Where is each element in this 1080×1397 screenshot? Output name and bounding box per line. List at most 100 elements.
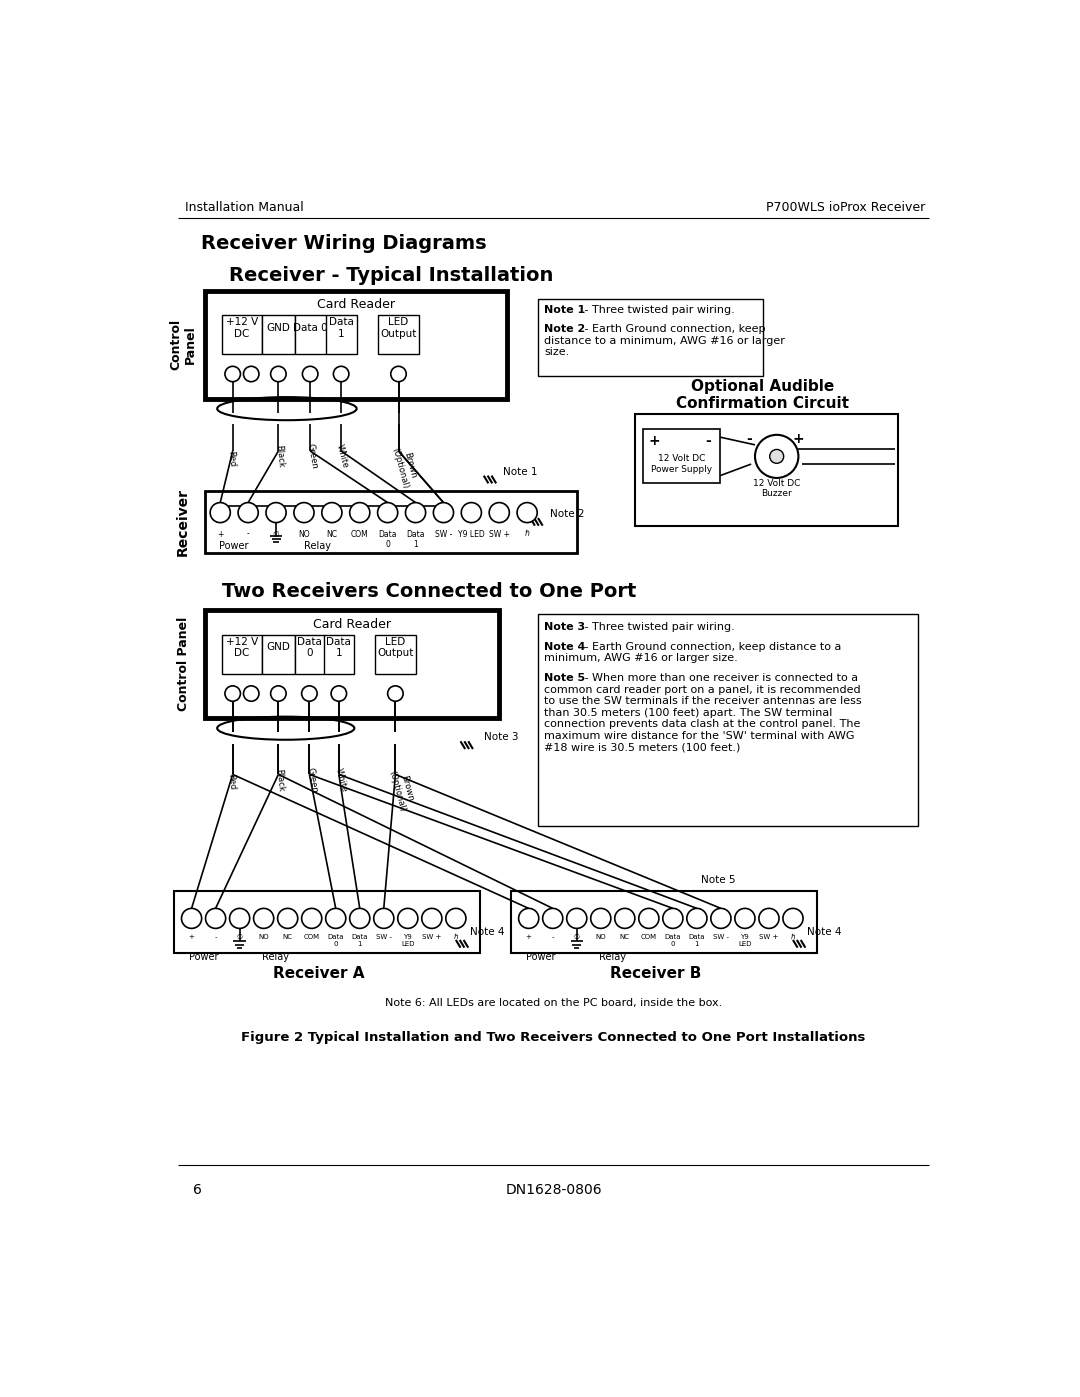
Text: SW +: SW + — [422, 933, 442, 940]
Text: White: White — [334, 767, 349, 793]
Text: Note 4: Note 4 — [470, 928, 504, 937]
Text: Power: Power — [219, 542, 249, 552]
Text: - Earth Ground connection, keep distance to a: - Earth Ground connection, keep distance… — [581, 641, 841, 651]
Text: Y9
LED: Y9 LED — [401, 933, 415, 947]
Text: #18 wire is 30.5 meters (100 feet.): #18 wire is 30.5 meters (100 feet.) — [544, 742, 741, 753]
Circle shape — [397, 908, 418, 929]
Text: Data
1: Data 1 — [406, 529, 424, 549]
Bar — [375, 636, 416, 673]
Text: COM: COM — [640, 933, 657, 940]
Circle shape — [225, 366, 241, 381]
Bar — [221, 636, 262, 673]
Text: Brown
(Optional): Brown (Optional) — [390, 443, 419, 489]
Circle shape — [567, 908, 586, 929]
Text: Note 2: Note 2 — [544, 324, 585, 334]
Text: than 30.5 meters (100 feet) apart. The SW terminal: than 30.5 meters (100 feet) apart. The S… — [544, 708, 833, 718]
Circle shape — [278, 908, 298, 929]
Circle shape — [243, 366, 259, 381]
Text: Receiver: Receiver — [176, 488, 190, 556]
Circle shape — [271, 366, 286, 381]
Text: Data
0: Data 0 — [327, 933, 343, 947]
Text: NO: NO — [298, 529, 310, 538]
Text: -: - — [246, 529, 249, 538]
Text: Note 4: Note 4 — [544, 641, 585, 651]
Text: Note 3: Note 3 — [484, 732, 518, 742]
Circle shape — [388, 686, 403, 701]
Text: Y9 LED: Y9 LED — [458, 529, 485, 538]
Text: SW -: SW - — [376, 933, 392, 940]
Text: ℏ: ℏ — [525, 529, 529, 538]
Circle shape — [374, 908, 394, 929]
Text: Data
0: Data 0 — [378, 529, 397, 549]
Text: LED
Output: LED Output — [380, 317, 417, 338]
Text: Data
1: Data 1 — [326, 637, 351, 658]
Circle shape — [591, 908, 611, 929]
Text: Y9
LED: Y9 LED — [738, 933, 752, 947]
Text: +: + — [189, 933, 194, 940]
Text: Data
0: Data 0 — [297, 637, 322, 658]
Circle shape — [334, 366, 349, 381]
Text: +: + — [648, 434, 660, 448]
Text: maximum wire distance for the 'SW' terminal with AWG: maximum wire distance for the 'SW' termi… — [544, 731, 854, 740]
Text: minimum, AWG #16 or larger size.: minimum, AWG #16 or larger size. — [544, 654, 738, 664]
Text: SW +: SW + — [759, 933, 779, 940]
Text: Note 5: Note 5 — [701, 875, 735, 884]
Text: Relay: Relay — [262, 951, 289, 963]
Circle shape — [294, 503, 314, 522]
Text: Note 1: Note 1 — [544, 305, 585, 316]
Circle shape — [663, 908, 683, 929]
Text: to use the SW terminals if the receiver antennas are less: to use the SW terminals if the receiver … — [544, 696, 862, 707]
Text: Green: Green — [305, 767, 319, 793]
Bar — [221, 316, 262, 353]
Bar — [643, 429, 720, 483]
Circle shape — [271, 686, 286, 701]
Text: Black: Black — [274, 444, 285, 468]
Text: +: + — [217, 529, 224, 538]
Bar — [538, 299, 762, 376]
Text: Receiver B: Receiver B — [610, 967, 702, 981]
Text: NO: NO — [258, 933, 269, 940]
Text: Figure 2 Typical Installation and Two Receivers Connected to One Port Installati: Figure 2 Typical Installation and Two Re… — [241, 1031, 866, 1044]
Circle shape — [759, 908, 779, 929]
Bar — [262, 636, 295, 673]
Circle shape — [302, 366, 318, 381]
Text: size.: size. — [544, 348, 569, 358]
Circle shape — [301, 686, 318, 701]
Circle shape — [211, 503, 230, 522]
Text: GND: GND — [267, 643, 291, 652]
Text: 12 Volt DC
Power Supply: 12 Volt DC Power Supply — [651, 454, 712, 474]
Text: Card Reader: Card Reader — [313, 617, 391, 631]
Circle shape — [517, 503, 537, 522]
Text: Relay: Relay — [599, 951, 626, 963]
Text: Data
1: Data 1 — [351, 933, 368, 947]
Text: -: - — [214, 933, 217, 940]
Circle shape — [615, 908, 635, 929]
Bar — [262, 316, 295, 353]
Text: P700WLS ioProx Receiver: P700WLS ioProx Receiver — [766, 201, 926, 214]
Bar — [538, 615, 918, 826]
Text: Two Receivers Connected to One Port: Two Receivers Connected to One Port — [222, 581, 637, 601]
Text: Red: Red — [226, 450, 237, 467]
Text: GND: GND — [267, 323, 291, 332]
Text: DN1628-0806: DN1628-0806 — [505, 1183, 602, 1197]
Text: NO: NO — [595, 933, 606, 940]
Text: distance to a minimum, AWG #16 or larger: distance to a minimum, AWG #16 or larger — [544, 335, 785, 346]
Text: - Three twisted pair wiring.: - Three twisted pair wiring. — [581, 305, 734, 316]
Text: Note 4: Note 4 — [807, 928, 841, 937]
Text: COM: COM — [351, 529, 368, 538]
Bar — [378, 316, 419, 353]
Circle shape — [230, 908, 249, 929]
Circle shape — [225, 686, 241, 701]
Circle shape — [433, 503, 454, 522]
Text: Receiver A: Receiver A — [273, 967, 365, 981]
Text: Receiver - Typical Installation: Receiver - Typical Installation — [229, 265, 553, 285]
Text: +12 V
DC: +12 V DC — [226, 637, 258, 658]
Circle shape — [378, 503, 397, 522]
Circle shape — [350, 503, 369, 522]
Circle shape — [711, 908, 731, 929]
Text: Control Panel: Control Panel — [176, 617, 190, 711]
Text: Relay: Relay — [305, 542, 332, 552]
Text: SW -: SW - — [713, 933, 729, 940]
Text: - Earth Ground connection, keep: - Earth Ground connection, keep — [581, 324, 765, 334]
Text: - When more than one receiver is connected to a: - When more than one receiver is connect… — [581, 673, 858, 683]
